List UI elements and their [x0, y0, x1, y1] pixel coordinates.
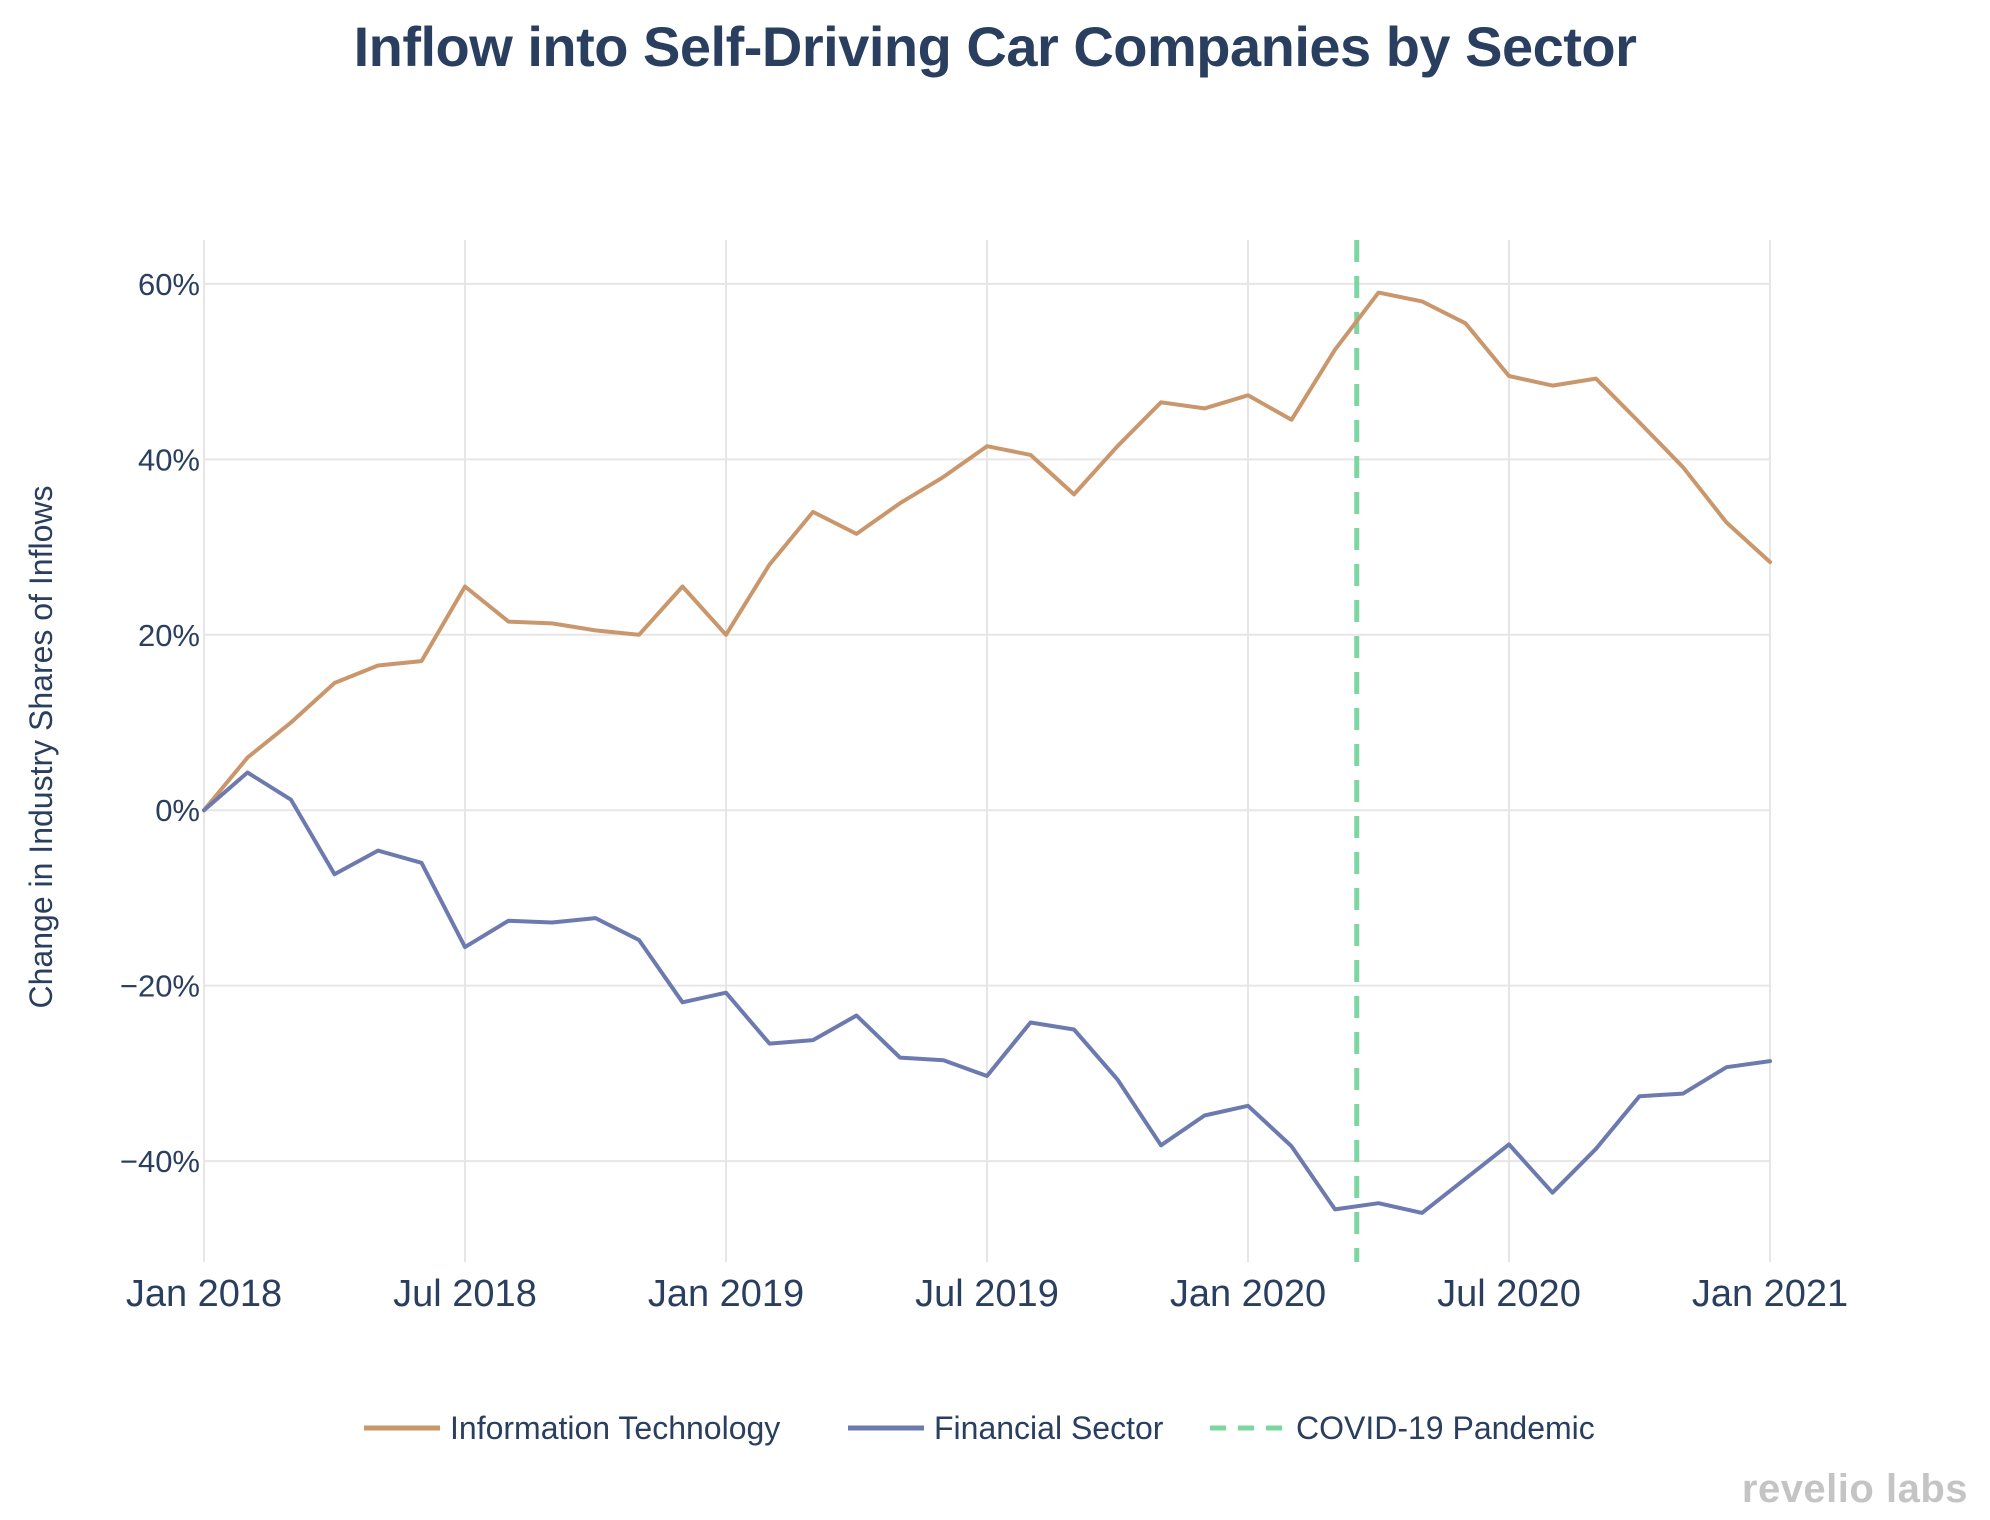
legend-label: Financial Sector — [934, 1410, 1164, 1446]
axis-layer: 60% 40% 20% 0% −20% −40% Jan 2018 Jul 2018 Jan 2… — [120, 267, 1848, 1315]
y-tick-label: 60% — [138, 267, 200, 302]
y-tick-label: 40% — [138, 442, 200, 477]
x-tick-label: Jul 2020 — [1437, 1273, 1581, 1315]
y-tick-label: −20% — [120, 969, 200, 1004]
x-tick-label: Jan 2019 — [648, 1273, 804, 1315]
x-tick-label: Jan 2020 — [1170, 1273, 1326, 1315]
x-tick-label: Jan 2021 — [1692, 1273, 1848, 1315]
x-tick-label: Jul 2018 — [393, 1273, 537, 1315]
y-tick-label: 0% — [155, 793, 200, 828]
y-tick-label: 20% — [138, 618, 200, 653]
x-tick-label: Jul 2019 — [915, 1273, 1059, 1315]
legend[interactable]: Information Technology Financial Sector CO… — [364, 1410, 1595, 1446]
series-line-financial-sector[interactable] — [202, 770, 1772, 1215]
chart-title: Inflow into Self-Driving Car Companies b… — [353, 15, 1637, 78]
legend-label: COVID-19 Pandemic — [1296, 1410, 1595, 1446]
grid-layer — [203, 240, 1771, 1262]
series-line-information-technology[interactable] — [202, 290, 1772, 813]
y-axis-title: Change in Industry Shares of Inflows — [23, 486, 59, 1009]
x-tick-label: Jan 2018 — [126, 1273, 282, 1315]
series-layer — [202, 290, 1772, 1215]
revelio-labs-logo: revelio labs — [1741, 1467, 1968, 1511]
legend-item[interactable]: Financial Sector — [848, 1410, 1164, 1446]
legend-item[interactable]: Information Technology — [364, 1410, 780, 1446]
y-tick-label: −40% — [120, 1144, 200, 1179]
legend-item[interactable]: COVID-19 Pandemic — [1210, 1410, 1595, 1446]
legend-label: Information Technology — [450, 1410, 780, 1446]
